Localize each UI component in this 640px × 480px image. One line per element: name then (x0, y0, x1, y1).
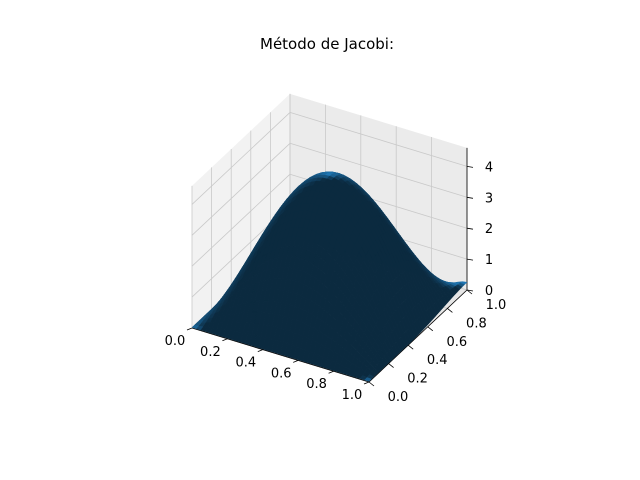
z-tick-label: 1 (485, 253, 493, 268)
grid-line-z-left (191, 112, 291, 205)
y-tick-mark (447, 308, 453, 313)
x-tick-label: 1.0 (342, 388, 363, 403)
x-tick-mark (293, 360, 299, 363)
chart-title: Método de Jacobi: (260, 35, 394, 53)
x-tick-mark (186, 327, 193, 331)
y-tick-mark (388, 363, 394, 368)
z-tick-label: 3 (485, 191, 493, 206)
grid-line-z-left (191, 173, 291, 267)
tick-labels: 0.00.20.40.60.81.0 0.00.20.40.60.81.00123… (165, 160, 507, 405)
y-tick-mark (466, 289, 473, 295)
y-tick-label: 0.4 (427, 353, 448, 368)
y-tick-label: 0.0 (388, 390, 409, 405)
z-tick-mark (466, 227, 474, 230)
y-tick-label: 0.8 (466, 316, 487, 331)
x-tick-label: 0.8 (306, 377, 327, 392)
surface-plot (191, 171, 468, 382)
x-tick-mark (363, 381, 370, 385)
x-tick-mark (222, 338, 228, 342)
grid-line-z-back (289, 142, 468, 198)
y-tick-mark (407, 344, 414, 350)
x-tick-label: 0.6 (271, 366, 292, 381)
y-tick-mark (368, 381, 375, 387)
grid-line-z-back (289, 112, 468, 167)
grid-line-z-left (191, 143, 291, 236)
z-tick-mark (466, 258, 474, 261)
x-tick-label: 0.0 (165, 334, 186, 349)
y-tick-label: 0.6 (446, 335, 467, 350)
y-axis-line (368, 289, 468, 383)
x-tick-mark (328, 370, 334, 374)
surface-facet (364, 377, 372, 382)
x-axis-line (191, 327, 370, 383)
z-tick-mark (466, 289, 474, 292)
z-tick-label: 2 (485, 222, 493, 237)
pane-left (192, 93, 290, 328)
y-tick-label: 0.2 (407, 372, 428, 387)
x-tick-label: 0.4 (235, 356, 256, 371)
z-tick-label: 4 (485, 160, 493, 175)
z-tick-label: 0 (485, 284, 493, 299)
z-tick-mark (466, 196, 474, 199)
y-tick-mark (427, 326, 434, 332)
axis-lines (191, 147, 468, 383)
x-tick-label: 0.2 (200, 345, 221, 360)
z-tick-mark (466, 166, 474, 168)
y-tick-label: 1.0 (486, 298, 507, 313)
x-tick-mark (257, 349, 263, 352)
